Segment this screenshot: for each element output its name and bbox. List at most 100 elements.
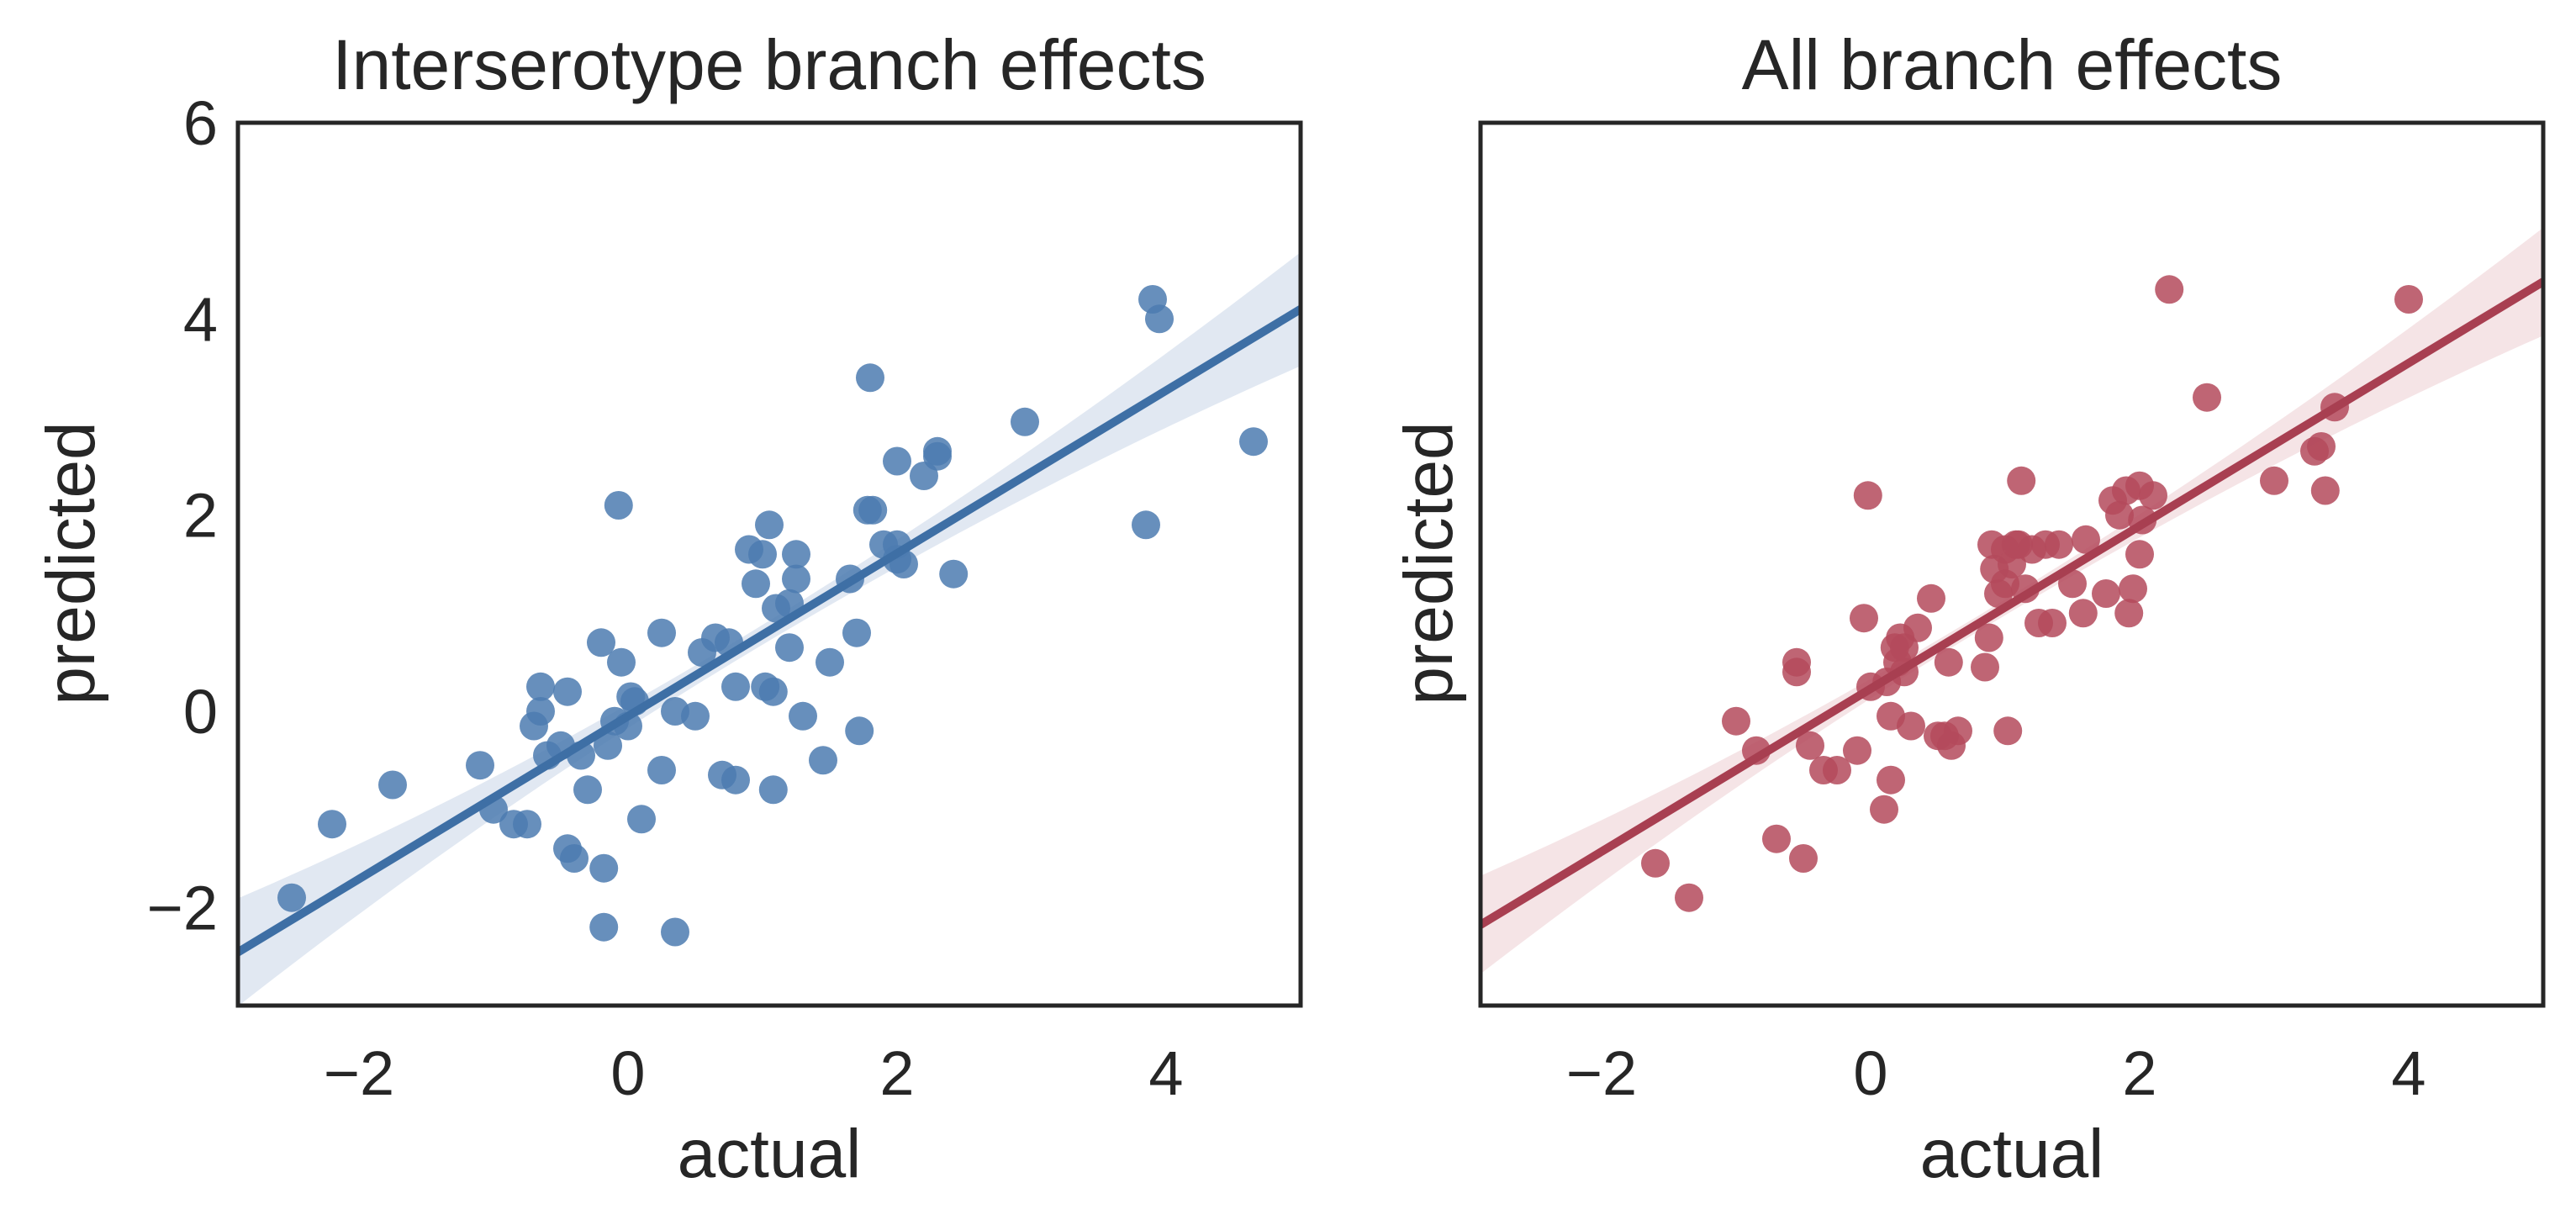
right-x-tick-label: −2 [1566, 1038, 1637, 1108]
left-regression-line [238, 305, 1301, 956]
left-scatter-point [758, 677, 788, 706]
right-scatter-point [2260, 466, 2288, 495]
right-scatter-point [1853, 481, 1882, 510]
right-scatter-point [1993, 716, 2023, 746]
left-scatter-point [607, 647, 636, 677]
left-scatter-point [721, 765, 750, 795]
left-scatter-point [758, 775, 788, 805]
right-scatter-point [1877, 765, 1905, 795]
left-y-tick-label: −2 [147, 873, 218, 943]
right-scatter-point [1796, 731, 1824, 760]
left-scatter-point [647, 618, 676, 647]
left-y-tick-label: 2 [183, 481, 218, 551]
right-scatter-point [2394, 285, 2423, 314]
right-scatter-point [1897, 711, 1925, 741]
right-scatter-point [1903, 613, 1932, 642]
left-scatter-point [647, 756, 676, 784]
right-scatter-point [1971, 652, 1999, 682]
left-plot-content [238, 252, 1301, 1006]
left-scatter-point [1239, 427, 1268, 457]
left-scatter-point [782, 564, 810, 594]
left-scatter-point [816, 647, 844, 677]
right-scatter-point [2045, 530, 2073, 559]
left-y-tick-label: 0 [183, 677, 218, 747]
left-y-axis-label: predicted [33, 421, 109, 705]
right-scatter-point [1762, 824, 1791, 853]
right-scatter-point [1789, 844, 1818, 873]
left-scatter-point [526, 672, 555, 701]
right-scatter-point [1850, 604, 1878, 633]
right-scatter-point [2114, 599, 2144, 628]
left-scatter-point [466, 751, 494, 780]
right-scatter-point [1823, 756, 1851, 784]
left-scatter-point [782, 540, 810, 569]
left-y-tick-label: 4 [183, 284, 218, 354]
right-scatter-point [2038, 609, 2067, 637]
right-regression-line [1481, 277, 2543, 929]
left-scatter-point [755, 510, 784, 540]
right-axes-frame [1478, 120, 2546, 1008]
right-scatter-point [2058, 569, 2087, 599]
right-scatter-point [1641, 848, 1670, 878]
right-x-tick-label: 4 [2391, 1038, 2426, 1108]
left-scatter-point [318, 810, 346, 839]
left-scatter-point [627, 805, 656, 834]
right-x-axis-label: actual [1920, 1116, 2104, 1192]
right-scatter-point [1870, 795, 1898, 824]
left-scatter-point [883, 446, 911, 476]
right-scatter-point [1675, 883, 1703, 912]
left-scatter-point [560, 844, 589, 873]
left-scatter-point [721, 672, 750, 701]
right-scatter-point [2307, 432, 2336, 461]
left-panel: Interserotype branch effects actual pred… [33, 25, 1303, 1192]
left-axes-frame [235, 120, 1303, 1008]
left-scatter-point [661, 917, 689, 947]
left-plot-area: −2 0 2 4 −2 0 2 4 6 [147, 88, 1303, 1108]
right-scatter-point [2125, 540, 2154, 569]
right-scatter-point [2310, 476, 2340, 505]
left-scatter-point [845, 716, 874, 746]
right-scatter-point [1782, 647, 1811, 677]
left-scatter-point [858, 495, 888, 525]
right-scatter-point [2155, 275, 2184, 304]
left-scatter-point [573, 775, 602, 805]
left-x-axis-label: actual [678, 1116, 862, 1192]
right-scatter-point [2068, 599, 2098, 628]
left-scatter-point [681, 701, 710, 731]
right-plot-area: −2 0 2 4 [1478, 120, 2546, 1108]
right-panel: All branch effects actual predicted −2 0 2… [1391, 25, 2546, 1192]
right-x-tick-label: 2 [2122, 1038, 2156, 1108]
right-plot-content [1481, 227, 2543, 974]
right-scatter-point [2105, 500, 2134, 530]
left-x-tick-label: −2 [324, 1038, 394, 1108]
left-y-tick-label: 6 [183, 88, 218, 158]
left-scatter-point [604, 491, 633, 520]
left-scatter-point [526, 697, 555, 726]
right-chart-title: All branch effects [1742, 25, 2283, 104]
right-scatter-point [2092, 579, 2120, 608]
right-scatter-point [2193, 383, 2221, 412]
left-scatter-point [775, 633, 804, 663]
left-scatter-point [809, 746, 837, 775]
left-scatter-point [742, 569, 770, 599]
left-scatter-point [842, 618, 871, 647]
left-scatter-point [594, 731, 622, 760]
left-x-tick-label: 0 [610, 1038, 645, 1108]
left-scatter-point [553, 677, 582, 706]
left-scatter-point [1145, 304, 1174, 334]
left-x-tick-label: 4 [1148, 1038, 1183, 1108]
left-scatter-point [789, 701, 817, 731]
left-scatter-point [1011, 407, 1039, 436]
right-scatter-point [2072, 525, 2100, 554]
left-scatter-point [923, 436, 952, 466]
right-scatter-point [1917, 583, 1945, 613]
left-scatter-point [856, 363, 884, 393]
left-x-tick-label: 2 [879, 1038, 914, 1108]
left-scatter-point [748, 540, 777, 569]
left-scatter-point [589, 853, 619, 883]
left-scatter-point [587, 628, 615, 657]
left-chart-title: Interserotype branch effects [332, 25, 1206, 104]
left-scatter-point [277, 883, 306, 912]
right-x-tick-label: 0 [1853, 1038, 1887, 1108]
